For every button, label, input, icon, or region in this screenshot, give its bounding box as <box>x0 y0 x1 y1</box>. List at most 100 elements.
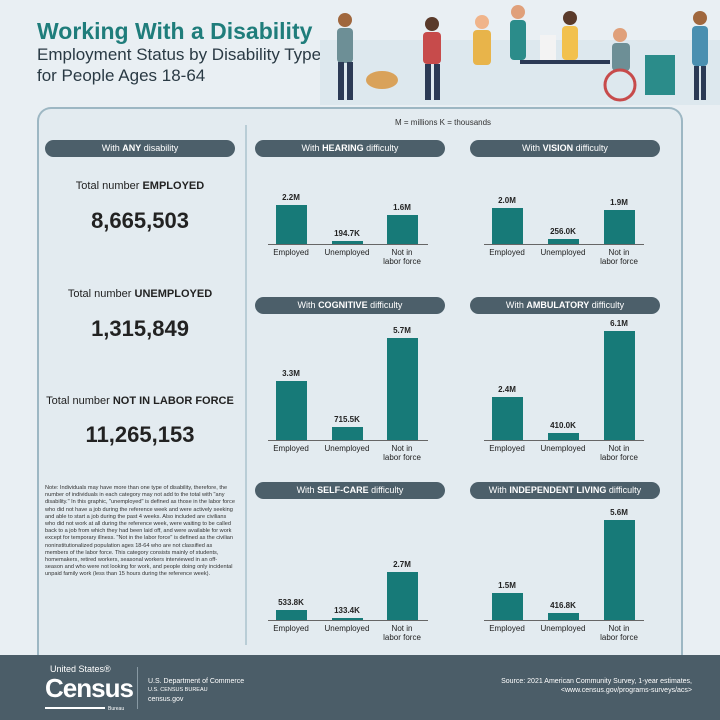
pill-text: With <box>101 143 123 153</box>
source-line: Source: 2021 American Community Survey, … <box>501 678 692 685</box>
bar-not-in-labor-force <box>387 337 418 440</box>
label-text: Total number <box>75 180 143 192</box>
chart-title-text: difficulty <box>368 485 404 495</box>
logo-underline <box>45 707 105 709</box>
person-in-wheelchair-illustration <box>603 28 675 102</box>
standing-person-illustration <box>692 11 708 100</box>
person-with-cane-and-dog-illustration <box>337 13 398 100</box>
bar-employed <box>276 204 307 244</box>
main-panel <box>37 107 683 655</box>
chart-baseline <box>484 244 644 245</box>
bar-value-label: 1.5M <box>498 581 516 591</box>
bar-employed <box>276 610 307 620</box>
chart-title-text: difficulty <box>573 143 608 153</box>
dept-name: U.S. Department of Commerce <box>148 678 245 685</box>
page-title: Working With a Disability <box>37 18 313 44</box>
bar-unemployed <box>548 432 579 440</box>
bar-unemployed <box>332 427 363 440</box>
label-bold-text: NOT IN LABOR FORCE <box>112 395 234 407</box>
chart-title-text: With <box>296 485 318 495</box>
chart-title-text: difficulty <box>606 485 642 495</box>
bureau-name: U.S. CENSUS BUREAU <box>148 687 208 693</box>
note-text: Note: Individuals may have more than one… <box>45 485 235 578</box>
chart-title-pill: With VISION difficulty <box>470 140 660 157</box>
label-text: Total number <box>67 288 135 300</box>
person-with-crutches-illustration <box>423 17 441 100</box>
category-label: Employed <box>489 624 525 633</box>
bar-value-label: 410.0K <box>550 420 576 430</box>
nilf-label: Total number NOT IN LABOR FORCE <box>45 395 235 407</box>
chart-title-text: With <box>301 143 323 153</box>
chart-title-text: With <box>297 300 319 310</box>
label-text: Total number <box>46 395 113 407</box>
label-bold-text: EMPLOYED <box>142 180 205 192</box>
bar-value-label: 1.9M <box>610 197 628 207</box>
category-label: Employed <box>273 624 309 633</box>
bar-employed <box>492 593 523 620</box>
pill-bold-text: ANY <box>122 143 142 153</box>
bar-value-label: 6.1M <box>610 318 628 328</box>
category-label: Employed <box>489 248 525 257</box>
source-url[interactable]: <www.census.gov/programs-surveys/acs> <box>560 687 692 694</box>
bar-value-label: 2.4M <box>498 385 516 395</box>
category-label: Employed <box>489 444 525 453</box>
employed-label: Total number EMPLOYED <box>45 180 235 192</box>
people-illustration <box>320 5 720 105</box>
employed-total: 8,665,503 <box>91 208 189 233</box>
category-label: Unemployed <box>540 444 586 453</box>
category-label: Unemployed <box>540 248 586 257</box>
chart-title-text: COGNITIVE <box>318 300 368 310</box>
page-subtitle: Employment Status by Disability Type for… <box>37 45 322 85</box>
chart-title-pill: With AMBULATORY difficulty <box>470 297 660 314</box>
bar-not-in-labor-force <box>604 519 635 620</box>
bar-value-label: 533.8K <box>278 598 304 608</box>
chart-title-text: VISION <box>542 143 574 153</box>
bar-not-in-labor-force <box>387 215 418 244</box>
chart-baseline <box>268 620 428 621</box>
category-label: Not in labor force <box>600 624 638 642</box>
bar-value-label: 256.0K <box>550 227 576 237</box>
bar-value-label: 5.6M <box>610 507 628 517</box>
chart-title-pill: With SELF-CARE difficulty <box>255 482 445 499</box>
bar-not-in-labor-force <box>604 209 635 244</box>
category-label: Not in labor force <box>600 248 638 266</box>
chart-title-text: HEARING <box>322 143 364 153</box>
nilf-total: 11,265,153 <box>85 422 195 447</box>
bar-employed <box>492 397 523 440</box>
bar-value-label: 194.7K <box>334 228 360 238</box>
chart-title-text: difficulty <box>589 300 625 310</box>
footer-separator <box>137 667 138 709</box>
chart-title-text: difficulty <box>367 300 403 310</box>
census-logo[interactable]: Census <box>45 673 134 703</box>
unemployed-total: 1,315,849 <box>91 316 189 341</box>
source-text: Source: 2021 American Community Survey, … <box>501 677 692 695</box>
bar-employed <box>492 208 523 244</box>
chart-baseline <box>268 440 428 441</box>
category-label: Unemployed <box>540 624 586 633</box>
person-gesturing-illustration <box>473 15 491 65</box>
category-label: Employed <box>273 444 309 453</box>
bar-value-label: 416.8K <box>550 600 576 610</box>
category-label: Unemployed <box>324 624 370 633</box>
chart-title-text: INDEPENDENT LIVING <box>509 485 607 495</box>
bar-value-label: 2.0M <box>498 196 516 206</box>
bar-value-label: 2.2M <box>282 192 300 202</box>
chart-baseline <box>484 440 644 441</box>
chart-title-text: SELF-CARE <box>317 485 369 495</box>
category-label: Not in labor force <box>383 624 421 642</box>
department-info: U.S. Department of Commerce U.S. CENSUS … <box>148 677 244 704</box>
any-disability-pill: With ANY disability <box>45 140 235 157</box>
category-label: Not in labor force <box>383 248 421 266</box>
category-label: Not in labor force <box>600 444 638 462</box>
bar-value-label: 133.4K <box>334 605 360 615</box>
bar-value-label: 5.7M <box>393 325 411 335</box>
category-label: Unemployed <box>324 444 370 453</box>
chart-baseline <box>268 244 428 245</box>
unemployed-label: Total number UNEMPLOYED <box>45 288 235 300</box>
chart-title-text: With <box>522 143 543 153</box>
column-divider <box>245 125 247 645</box>
footer: United States® Census Bureau U.S. Depart… <box>0 655 720 720</box>
chart-title-text: With <box>505 300 527 310</box>
site-link[interactable]: census.gov <box>148 696 184 703</box>
category-label: Not in labor force <box>383 444 421 462</box>
